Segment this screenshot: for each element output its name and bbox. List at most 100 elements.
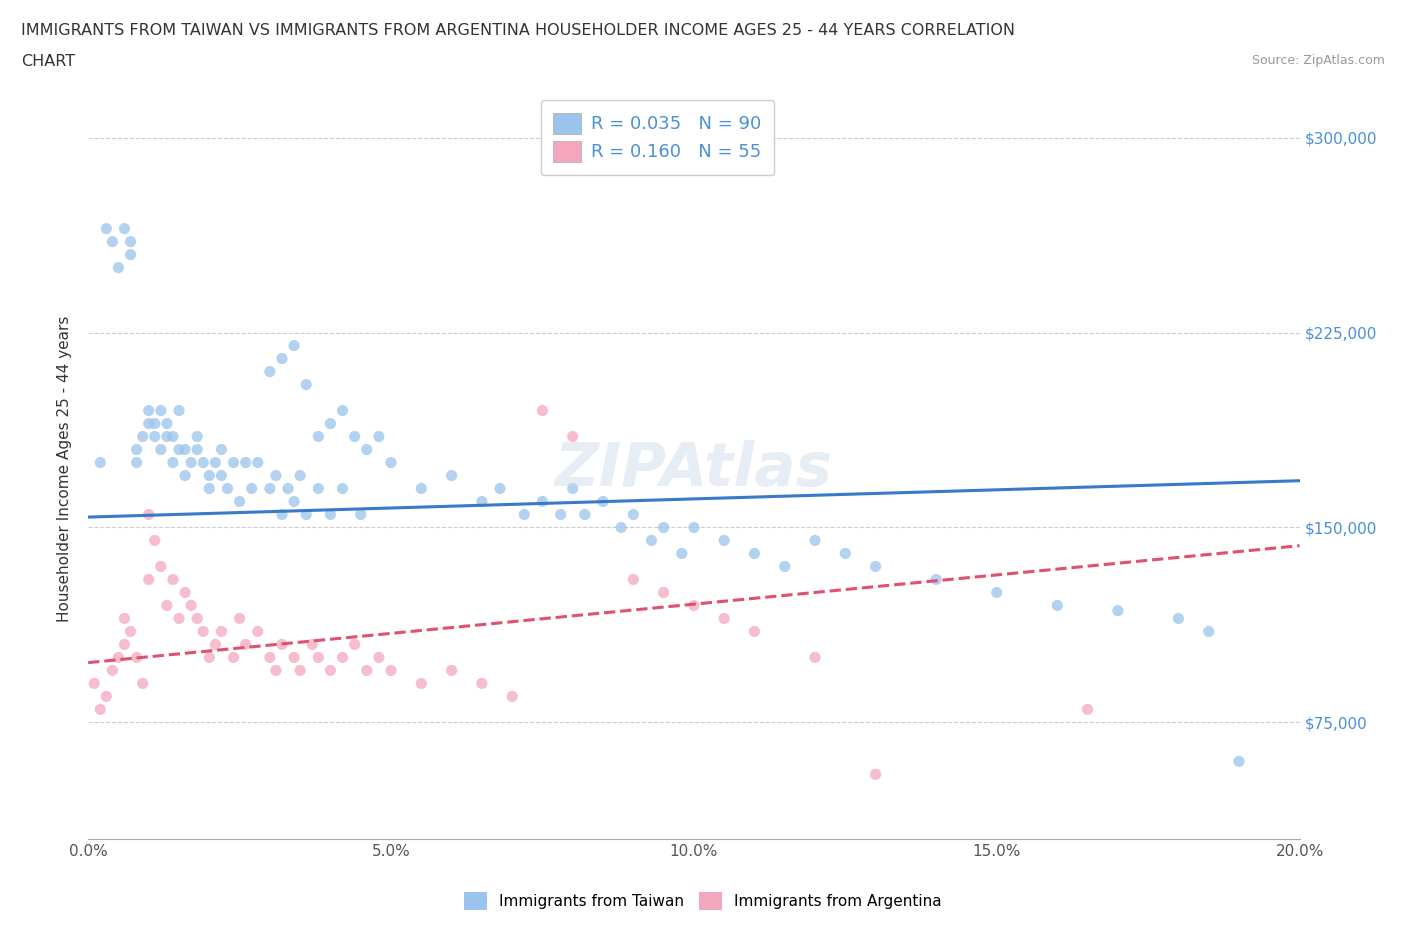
Point — [193, 455, 215, 470]
Point — [180, 455, 202, 470]
Point — [561, 429, 583, 444]
Point — [138, 507, 160, 522]
Point — [101, 663, 124, 678]
Point — [283, 339, 305, 353]
Point — [986, 585, 1008, 600]
Point — [1107, 604, 1129, 618]
Point — [186, 429, 208, 444]
Point — [114, 637, 136, 652]
Point — [411, 676, 433, 691]
Point — [592, 494, 614, 509]
Point — [96, 221, 118, 236]
Point — [259, 365, 281, 379]
Point — [332, 403, 354, 418]
Point — [561, 481, 583, 496]
Point — [149, 559, 172, 574]
Point — [120, 234, 142, 249]
Point — [167, 442, 190, 457]
Point — [380, 455, 402, 470]
Text: ZIPAtlas: ZIPAtlas — [555, 440, 832, 498]
Point — [167, 611, 190, 626]
Point — [125, 650, 148, 665]
Point — [235, 455, 257, 470]
Point — [319, 663, 342, 678]
Point — [228, 611, 250, 626]
Point — [332, 481, 354, 496]
Point — [125, 442, 148, 457]
Point — [683, 520, 706, 535]
Point — [193, 624, 215, 639]
Point — [865, 767, 887, 782]
Point — [319, 507, 342, 522]
Point — [186, 442, 208, 457]
Text: CHART: CHART — [21, 54, 75, 69]
Point — [240, 481, 263, 496]
Point — [143, 416, 166, 431]
Point — [804, 533, 827, 548]
Point — [174, 442, 197, 457]
Point — [621, 507, 644, 522]
Point — [149, 403, 172, 418]
Point — [380, 663, 402, 678]
Point — [138, 416, 160, 431]
Point — [246, 624, 269, 639]
Point — [209, 468, 232, 483]
Point — [307, 650, 329, 665]
Point — [209, 624, 232, 639]
Point — [652, 585, 675, 600]
Point — [1227, 754, 1250, 769]
Point — [713, 611, 735, 626]
Point — [186, 611, 208, 626]
Point — [288, 663, 311, 678]
Point — [222, 650, 245, 665]
Point — [319, 416, 342, 431]
Point — [865, 559, 887, 574]
Point — [1077, 702, 1099, 717]
Point — [156, 598, 179, 613]
Point — [283, 494, 305, 509]
Point — [332, 650, 354, 665]
Point — [713, 533, 735, 548]
Point — [640, 533, 662, 548]
Point — [246, 455, 269, 470]
Point — [149, 442, 172, 457]
Point — [235, 637, 257, 652]
Point — [531, 494, 554, 509]
Point — [264, 663, 287, 678]
Point — [271, 507, 294, 522]
Point — [574, 507, 596, 522]
Point — [356, 663, 378, 678]
Point — [1198, 624, 1220, 639]
Point — [1167, 611, 1189, 626]
Point — [652, 520, 675, 535]
Point — [162, 429, 184, 444]
Point — [489, 481, 512, 496]
Point — [156, 416, 179, 431]
Point — [198, 481, 221, 496]
Point — [96, 689, 118, 704]
Point — [156, 429, 179, 444]
Point — [350, 507, 373, 522]
Point — [89, 702, 111, 717]
Point — [143, 533, 166, 548]
Point — [773, 559, 796, 574]
Point — [925, 572, 948, 587]
Point — [295, 378, 318, 392]
Point — [440, 663, 463, 678]
Point — [356, 442, 378, 457]
Point — [114, 611, 136, 626]
Point — [204, 455, 226, 470]
Point — [288, 468, 311, 483]
Legend: Immigrants from Taiwan, Immigrants from Argentina: Immigrants from Taiwan, Immigrants from … — [457, 884, 949, 918]
Point — [120, 624, 142, 639]
Point — [259, 650, 281, 665]
Point — [264, 468, 287, 483]
Point — [271, 352, 294, 366]
Point — [174, 468, 197, 483]
Point — [83, 676, 105, 691]
Point — [531, 403, 554, 418]
Point — [343, 637, 366, 652]
Point — [471, 494, 494, 509]
Y-axis label: Householder Income Ages 25 - 44 years: Householder Income Ages 25 - 44 years — [58, 316, 72, 622]
Point — [259, 481, 281, 496]
